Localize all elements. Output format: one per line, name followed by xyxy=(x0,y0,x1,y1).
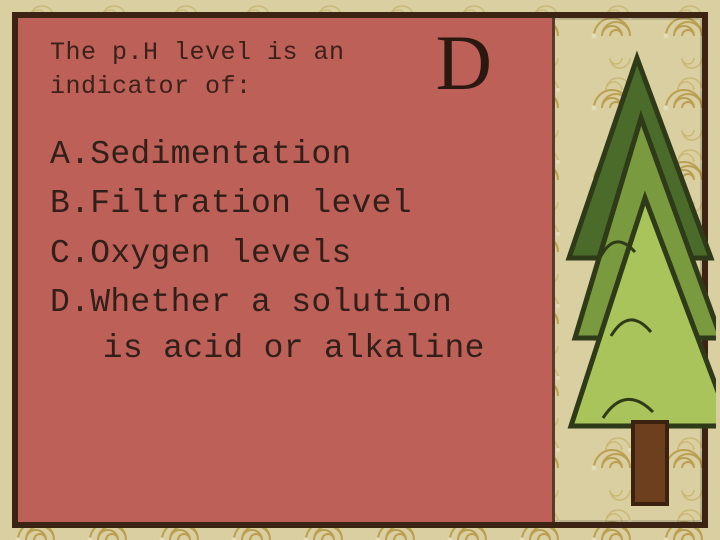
content-panel: The p.H level is an indicator of: D A.Se… xyxy=(18,18,555,522)
option-text-cont: is acid or alkaline xyxy=(50,326,530,372)
option-a: A.Sedimentation xyxy=(50,132,530,178)
tree-icon xyxy=(569,58,716,504)
options-list: A.Sedimentation B.Filtration level C.Oxy… xyxy=(50,132,530,372)
question-prompt: The p.H level is an indicator of: xyxy=(50,36,410,104)
slide-frame: The p.H level is an indicator of: D A.Se… xyxy=(12,12,708,528)
option-label: D. xyxy=(50,284,90,321)
option-label: A. xyxy=(50,136,90,173)
answer-letter: D xyxy=(436,24,492,102)
option-label: C. xyxy=(50,235,90,272)
option-text: Whether a solution xyxy=(90,284,452,321)
tree-illustration xyxy=(555,18,702,522)
option-text: Oxygen levels xyxy=(90,235,351,272)
option-text: Sedimentation xyxy=(90,136,351,173)
option-text: Filtration level xyxy=(90,185,412,222)
option-b: B.Filtration level xyxy=(50,181,530,227)
option-label: B. xyxy=(50,185,90,222)
option-d: D.Whether a solution is acid or alkaline xyxy=(50,280,530,371)
option-c: C.Oxygen levels xyxy=(50,231,530,277)
